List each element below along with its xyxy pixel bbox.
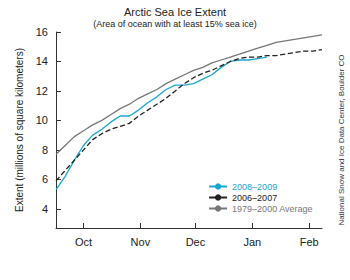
svg-text:National Snow and Ice Data Cen: National Snow and Ice Data Center, Bould… (337, 54, 346, 225)
svg-text:10: 10 (36, 114, 48, 126)
svg-text:Feb: Feb (300, 236, 319, 248)
svg-text:14: 14 (36, 55, 48, 67)
svg-text:16: 16 (36, 26, 48, 38)
svg-text:6: 6 (42, 173, 48, 185)
svg-text:Arctic Sea Ice Extent: Arctic Sea Ice Extent (124, 6, 226, 18)
svg-text:Nov: Nov (131, 236, 151, 248)
svg-text:4: 4 (42, 203, 48, 215)
svg-text:Oct: Oct (75, 236, 92, 248)
svg-text:2006–2007: 2006–2007 (232, 193, 277, 203)
svg-text:(Area of ocean with at least 1: (Area of ocean with at least 15% sea ice… (93, 19, 257, 29)
svg-text:Dec: Dec (186, 236, 206, 248)
svg-text:1979–2000 Average: 1979–2000 Average (232, 204, 312, 214)
svg-text:8: 8 (42, 144, 48, 156)
svg-text:2008–2009: 2008–2009 (232, 182, 277, 192)
svg-text:Extent (millions of square kil: Extent (millions of square kilometers) (14, 48, 25, 212)
svg-text:12: 12 (36, 85, 48, 97)
svg-text:Jan: Jan (243, 236, 261, 248)
